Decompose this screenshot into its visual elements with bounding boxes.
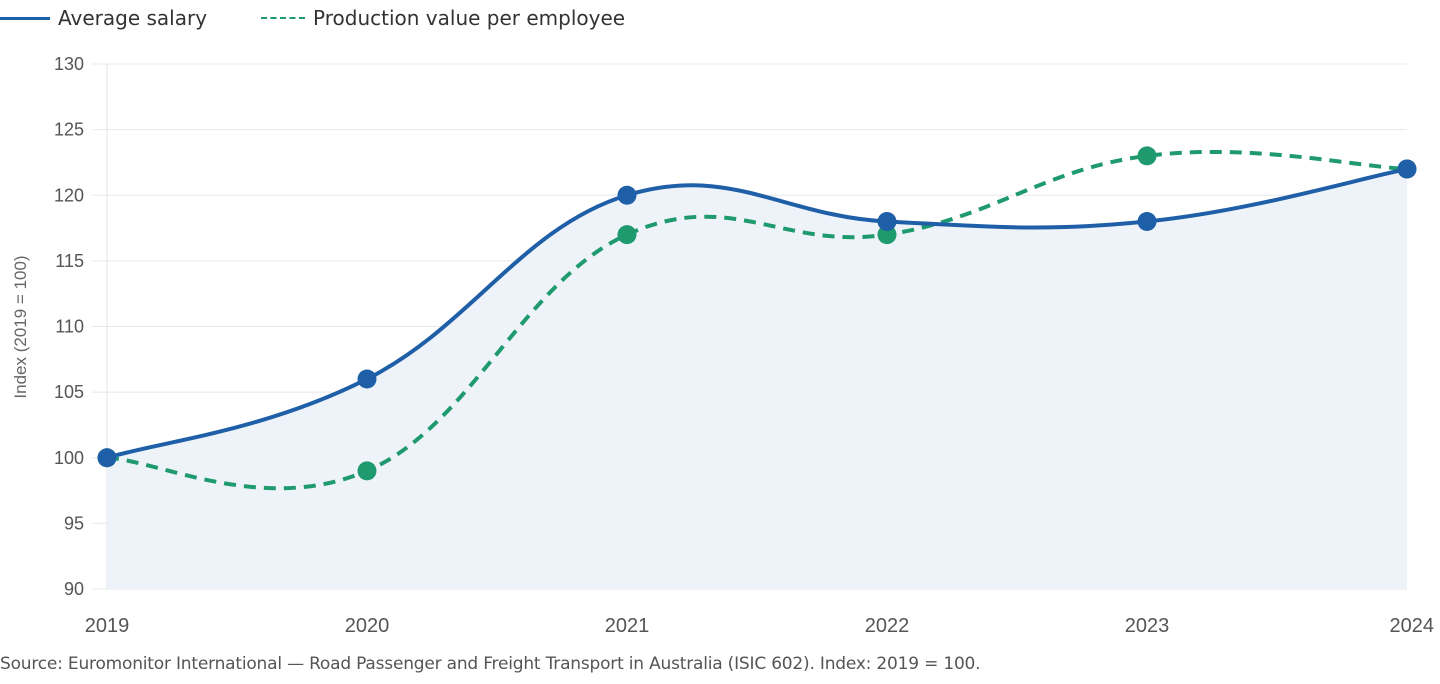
y-tick-label: 130 xyxy=(54,54,84,74)
data-point-production-value[interactable] xyxy=(877,225,897,245)
legend-label: Production value per employee xyxy=(313,6,626,30)
legend-item-production-value[interactable]: Production value per employee xyxy=(251,6,625,30)
series-lines xyxy=(106,149,1408,491)
y-tick-label: 125 xyxy=(54,120,84,140)
data-point-average-salary[interactable] xyxy=(357,369,377,389)
data-point-average-salary[interactable] xyxy=(877,212,897,231)
data-point-production-value[interactable] xyxy=(1137,146,1157,166)
data-point-average-salary[interactable] xyxy=(1397,159,1417,179)
x-tick-label: 2024 xyxy=(1390,615,1435,637)
legend-item-average-salary[interactable]: Average salary xyxy=(0,6,207,30)
series-line-production-value xyxy=(106,149,1408,491)
x-tick-label: 2021 xyxy=(605,615,650,637)
series-line-average-salary xyxy=(106,167,1408,460)
x-tick-label: 2022 xyxy=(865,615,910,637)
y-axis-label: Index (2019 = 100) xyxy=(11,255,30,398)
legend-swatch-dashed xyxy=(261,17,306,19)
y-tick-label: 105 xyxy=(54,382,84,402)
data-point-production-value[interactable] xyxy=(357,461,377,481)
data-point-production-value[interactable] xyxy=(617,225,637,245)
data-point-average-salary[interactable] xyxy=(1137,212,1157,231)
area-fill-average-salary xyxy=(107,169,1407,589)
source-note: Source: Euromonitor International — Road… xyxy=(0,654,981,674)
x-tick-label: 2023 xyxy=(1125,615,1170,637)
y-axis-ticks: 90 95 100 105 110 115 120 125 130 xyxy=(54,54,84,599)
y-tick-label: 90 xyxy=(64,579,84,599)
x-axis-ticks: 2019 2020 2021 2022 2023 2024 xyxy=(85,615,1434,637)
y-tick-label: 115 xyxy=(55,251,84,271)
x-tick-label: 2019 xyxy=(85,615,130,637)
series-points xyxy=(97,146,1417,481)
legend-swatch-solid xyxy=(0,16,50,20)
y-tick-label: 95 xyxy=(64,513,84,533)
data-point-average-salary[interactable] xyxy=(617,185,637,205)
legend: Average salary Production value per empl… xyxy=(0,4,669,32)
y-tick-label: 120 xyxy=(54,185,84,205)
y-tick-label: 100 xyxy=(54,448,84,468)
data-point-average-salary[interactable] xyxy=(97,448,117,468)
x-tick-label: 2020 xyxy=(345,615,390,637)
legend-label: Average salary xyxy=(58,6,208,30)
y-tick-label: 110 xyxy=(55,317,84,337)
